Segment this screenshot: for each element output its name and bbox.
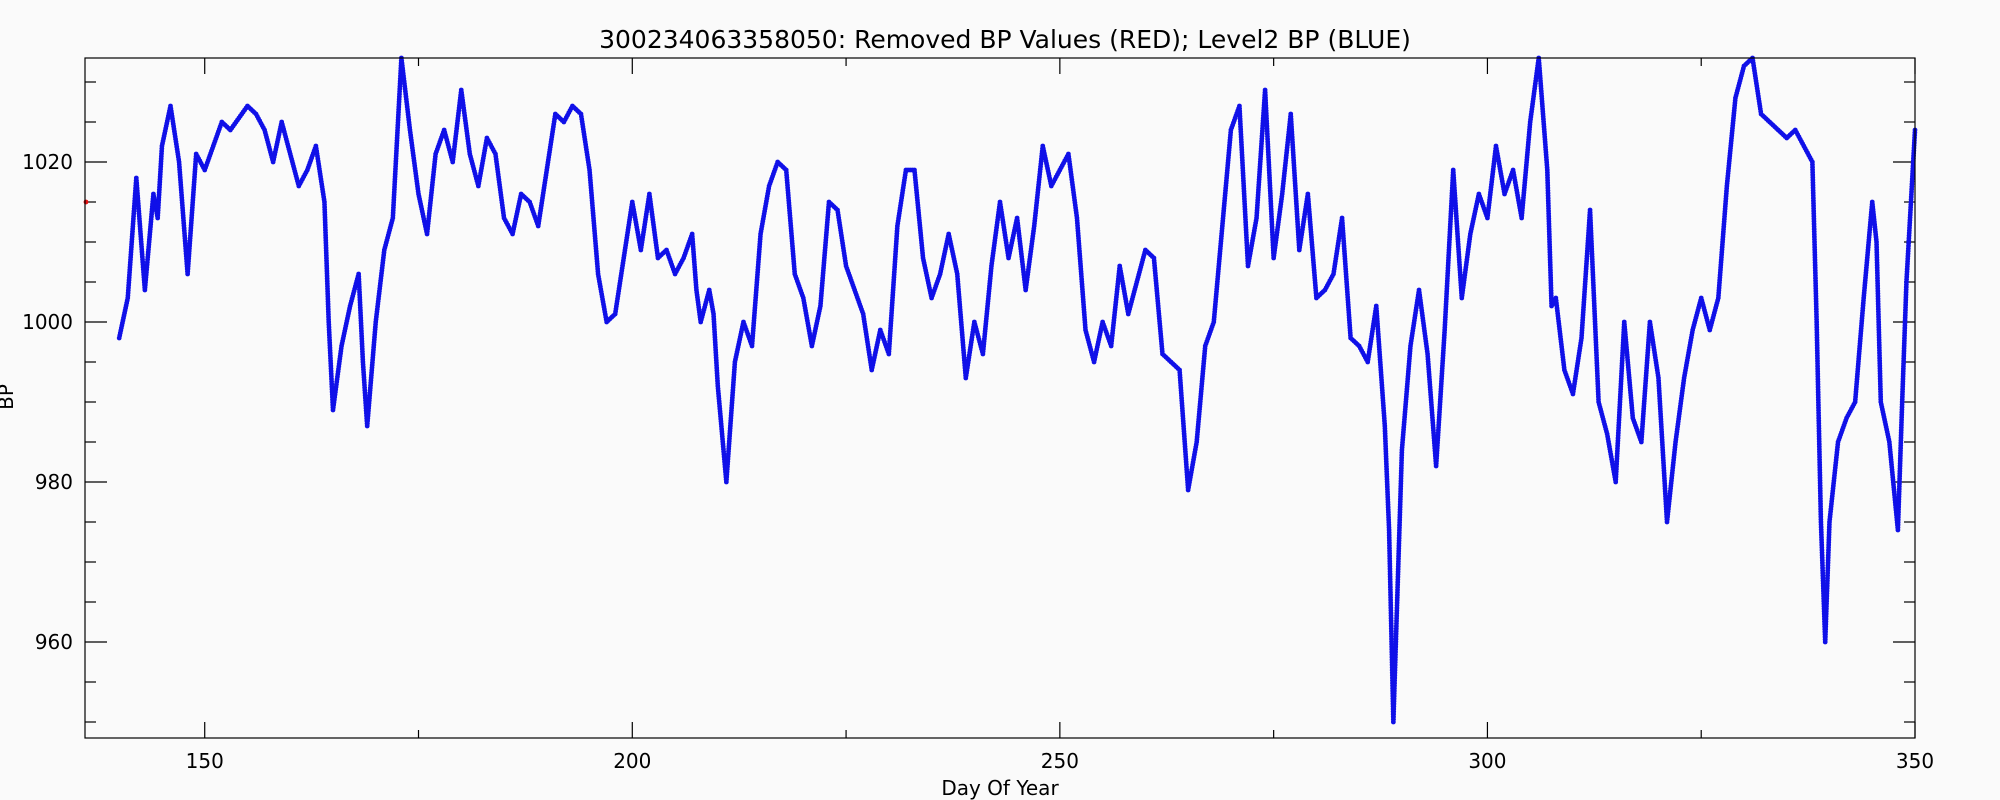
x-tick-label: 300 [1468, 749, 1506, 773]
chart-title: 300234063358050: Removed BP Values (RED)… [599, 25, 1411, 54]
x-tick-label: 150 [186, 749, 224, 773]
x-tick-label: 200 [613, 749, 651, 773]
data-points [83, 55, 1918, 725]
y-tick-label: 980 [35, 470, 73, 494]
y-tick-label: 1000 [22, 310, 73, 334]
x-tick-label: 350 [1896, 749, 1934, 773]
axis-ticks: 150 200 250 300 350 960 980 1000 1020 [22, 58, 1934, 773]
y-axis-label: BP [0, 384, 18, 410]
y-tick-label: 1020 [22, 150, 73, 174]
x-tick-label: 250 [1041, 749, 1079, 773]
y-tick-label: 960 [35, 630, 73, 654]
series-level2-bp [116, 55, 1918, 725]
x-axis-label: Day Of Year [941, 776, 1059, 800]
